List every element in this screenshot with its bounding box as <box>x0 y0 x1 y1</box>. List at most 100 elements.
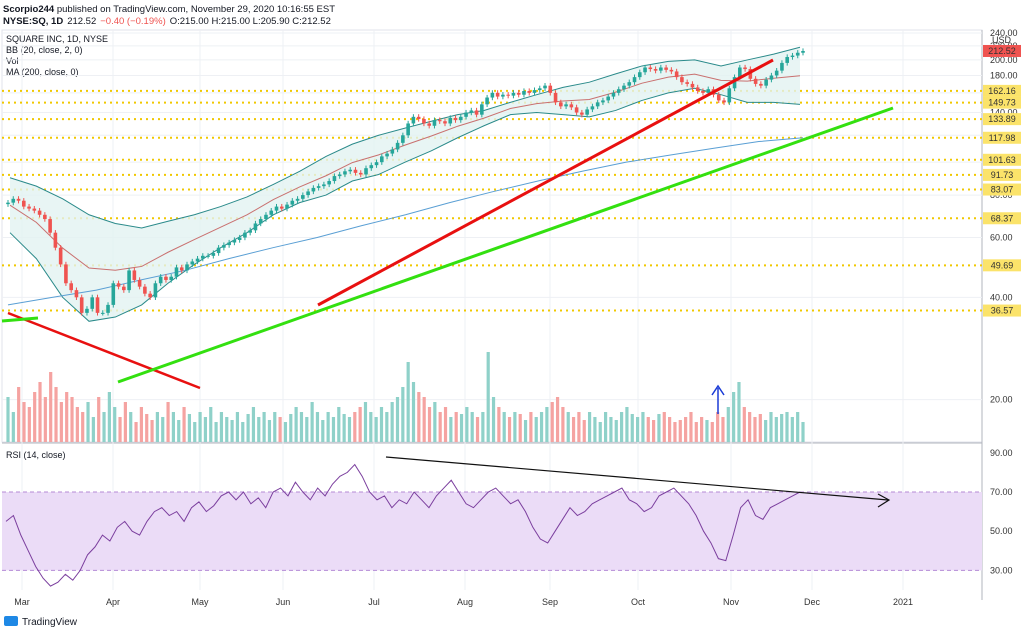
volume-bar <box>555 397 560 442</box>
volume-bar <box>481 412 485 442</box>
volume-bar <box>390 402 394 442</box>
volume-bar <box>497 407 501 442</box>
volume-bar <box>726 407 730 442</box>
volume-bar <box>780 414 784 442</box>
volume-bar <box>395 397 400 442</box>
candle-body <box>606 96 610 101</box>
volume-bar <box>475 417 480 442</box>
volume-bar <box>571 417 576 442</box>
candle-body <box>27 206 31 209</box>
candle-body <box>559 102 563 107</box>
candle-body <box>385 153 389 157</box>
time-tick-label: Jun <box>276 597 291 607</box>
candle-body <box>6 202 10 205</box>
candle-body <box>153 283 158 298</box>
publisher-name[interactable]: Scorpio244 <box>3 4 55 15</box>
candle-body <box>422 119 426 124</box>
candle-body <box>295 198 300 201</box>
candle-body <box>111 283 116 305</box>
volume-bar <box>203 417 208 442</box>
publish-info: published on TradingView.com, November 2… <box>54 4 335 15</box>
candle-body <box>790 55 795 58</box>
last-price-label: 212.52 <box>67 16 96 27</box>
volume-bar <box>267 420 272 442</box>
candle-body <box>374 162 379 166</box>
candle-body <box>543 85 547 89</box>
volume-bar <box>331 417 336 442</box>
candle-body <box>637 72 642 78</box>
rsi-band-fill <box>2 492 982 571</box>
volume-bar <box>491 397 496 442</box>
volume-bar <box>513 412 517 442</box>
tradingview-logo-icon <box>4 616 18 626</box>
header-line1: Scorpio244 published on TradingView.com,… <box>3 4 335 15</box>
change-label: −0.40 (−0.19%) <box>100 16 166 27</box>
candle-body <box>616 89 621 93</box>
volume-bar <box>603 412 608 442</box>
volume-bar <box>262 412 266 442</box>
candle-body <box>706 89 711 93</box>
time-tick-label: Oct <box>631 597 646 607</box>
level-tag <box>983 131 1021 144</box>
candle-body <box>353 169 358 173</box>
candle-body <box>458 116 463 121</box>
ohlc-label: O:215.00 H:215.00 L:205.90 C:212.52 <box>170 16 331 27</box>
level-value-label: 149.73 <box>988 98 1016 108</box>
candle-body <box>306 191 310 196</box>
volume-bar <box>86 402 90 442</box>
candle-body <box>574 107 579 113</box>
time-tick-label: 2021 <box>893 597 913 607</box>
candle-body <box>258 219 263 224</box>
volume-bar <box>214 422 218 442</box>
candle-body <box>290 200 295 205</box>
rsi-label: RSI (14, close) <box>6 450 66 460</box>
volume-bar <box>443 407 448 442</box>
candle-body <box>437 120 442 122</box>
volume-bar <box>22 402 26 442</box>
candle-body <box>21 200 26 207</box>
candle-body <box>69 283 73 291</box>
volume-bar <box>225 417 229 442</box>
volume-bar <box>518 414 522 442</box>
indicator-label: MA (200, close, 0) <box>6 67 79 77</box>
tradingview-logo[interactable]: TradingView <box>4 616 78 628</box>
time-tick-label: May <box>191 597 209 607</box>
volume-bar <box>700 417 704 442</box>
candle-body <box>722 100 726 103</box>
volume-bar <box>310 402 314 442</box>
candle-body <box>395 142 400 150</box>
volume-bar <box>70 397 74 442</box>
red-downtrend-line <box>7 311 201 390</box>
level-value-label: 36.57 <box>991 306 1014 316</box>
volume-bar <box>561 407 565 442</box>
symbol-label: NYSE:SQ, 1D <box>3 16 63 27</box>
volume-bar <box>411 382 416 442</box>
candle-body <box>137 279 142 287</box>
volume-bar <box>668 417 672 442</box>
candle-body <box>79 297 84 313</box>
volume-bar <box>363 402 368 442</box>
candle-body <box>643 67 647 73</box>
volume-bar <box>118 417 122 442</box>
price-tick-label: 180.00 <box>990 70 1018 80</box>
rsi-divergence-arrowhead <box>877 493 891 508</box>
level-value-label: 68.37 <box>991 213 1014 223</box>
time-tick-label: Apr <box>106 597 120 607</box>
time-tick-label: Dec <box>804 597 821 607</box>
volume-bar <box>566 412 570 442</box>
candle-body <box>16 198 21 201</box>
candle-body <box>243 232 247 238</box>
candle-body <box>185 264 189 271</box>
candle-body <box>106 304 110 313</box>
level-value-label: 101.63 <box>988 155 1016 165</box>
level-tag <box>983 304 1021 317</box>
currency-label: USD <box>992 35 1012 45</box>
candle-body <box>453 117 458 121</box>
price-tick-label: 20.00 <box>990 395 1013 405</box>
candle-body <box>269 210 274 215</box>
level-value-label: 83.07 <box>991 185 1014 195</box>
header-line2: NYSE:SQ, 1D 212.52 −0.40 (−0.19%) O:215.00 … <box>3 16 331 27</box>
volume-bar <box>6 397 10 442</box>
candle-body <box>148 293 152 298</box>
candle-body <box>485 97 489 105</box>
